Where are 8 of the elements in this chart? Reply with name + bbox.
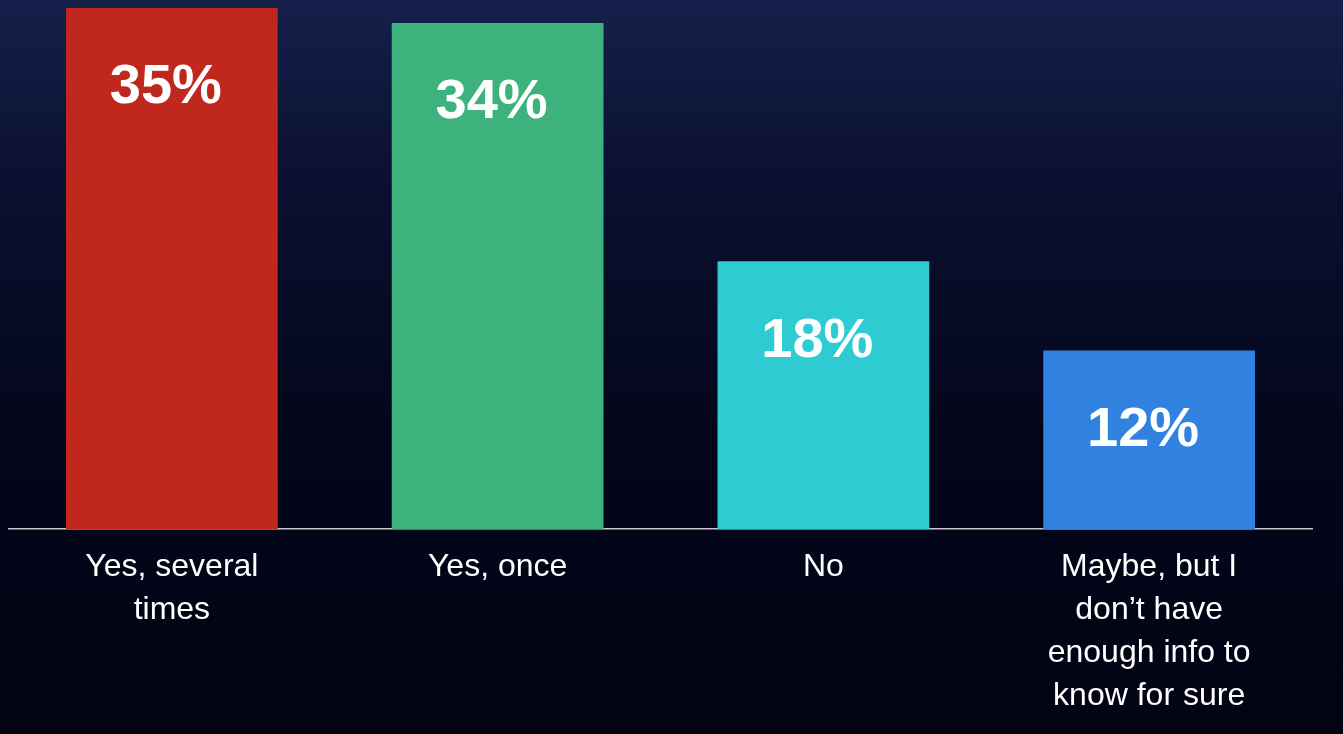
data-label: 35% xyxy=(109,52,222,116)
data-label: 34% xyxy=(435,67,548,131)
x-tick-label: Yes, several times xyxy=(85,546,259,626)
x-tick-label: Yes, once xyxy=(427,546,568,583)
data-label: 12% xyxy=(1087,394,1200,458)
x-tick-label: Maybe, but I don’t have enough info to know for sure xyxy=(1047,546,1251,713)
data-label: 18% xyxy=(761,305,874,369)
x-tick-label: No xyxy=(802,546,844,583)
